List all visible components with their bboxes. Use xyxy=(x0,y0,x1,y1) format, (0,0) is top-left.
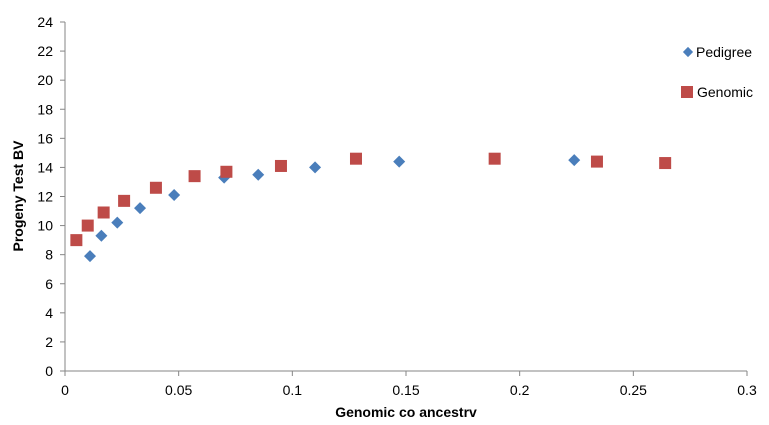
pedigree-point xyxy=(393,155,406,168)
y-tick-label: 8 xyxy=(45,247,53,263)
pedigree-point xyxy=(84,250,97,263)
genomic-point xyxy=(488,152,501,165)
y-tick-label: 20 xyxy=(37,72,53,88)
legend-label-genomic: Genomic xyxy=(697,84,753,100)
series-genomic xyxy=(70,152,672,247)
y-axis-title: Progeny Test BV xyxy=(10,140,26,252)
data-points xyxy=(70,152,672,263)
pedigree-point xyxy=(168,189,181,202)
pedigree-point xyxy=(111,216,124,229)
genomic-point xyxy=(188,170,201,183)
genomic-point xyxy=(590,155,603,168)
series-pedigree xyxy=(84,154,581,263)
y-tick-label: 18 xyxy=(37,101,53,117)
x-tick-label: 0.1 xyxy=(283,382,303,398)
legend-marker-genomic xyxy=(681,86,693,98)
legend-label-pedigree: Pedigree xyxy=(696,44,752,60)
pedigree-point xyxy=(134,202,147,215)
y-tick-label: 4 xyxy=(45,305,53,321)
x-tick-label: 0.3 xyxy=(737,382,757,398)
legend-marker-pedigree xyxy=(682,46,694,58)
y-tick-label: 6 xyxy=(45,276,53,292)
x-axis-title: Genomic co ancestrv xyxy=(335,404,477,420)
y-tick-label: 14 xyxy=(37,159,53,175)
x-tick-label: 0.15 xyxy=(392,382,419,398)
x-tick-label: 0.2 xyxy=(510,382,530,398)
y-tick-label: 12 xyxy=(37,189,53,205)
y-tick-label: 2 xyxy=(45,334,53,350)
y-tick-label: 16 xyxy=(37,130,53,146)
genomic-point xyxy=(349,152,362,165)
x-tick-label: 0 xyxy=(61,382,69,398)
y-tick-label: 22 xyxy=(37,43,53,59)
y-tick-label: 24 xyxy=(37,14,53,30)
genomic-point xyxy=(97,206,110,219)
genomic-point xyxy=(70,234,83,247)
axes xyxy=(60,21,748,376)
y-tick-label: 10 xyxy=(37,218,53,234)
genomic-point xyxy=(220,165,233,178)
pedigree-point xyxy=(252,168,265,181)
pedigree-point xyxy=(568,154,581,167)
x-tick-label: 0.05 xyxy=(165,382,192,398)
legend: Pedigree Genomic xyxy=(681,44,753,100)
pedigree-point xyxy=(95,229,108,242)
genomic-point xyxy=(274,159,287,172)
genomic-point xyxy=(118,194,131,207)
x-tick-label: 0.25 xyxy=(620,382,647,398)
y-tick-label: 0 xyxy=(45,363,53,379)
genomic-point xyxy=(659,157,672,170)
genomic-point xyxy=(81,219,94,232)
genomic-point xyxy=(149,181,162,194)
pedigree-point xyxy=(309,161,322,174)
